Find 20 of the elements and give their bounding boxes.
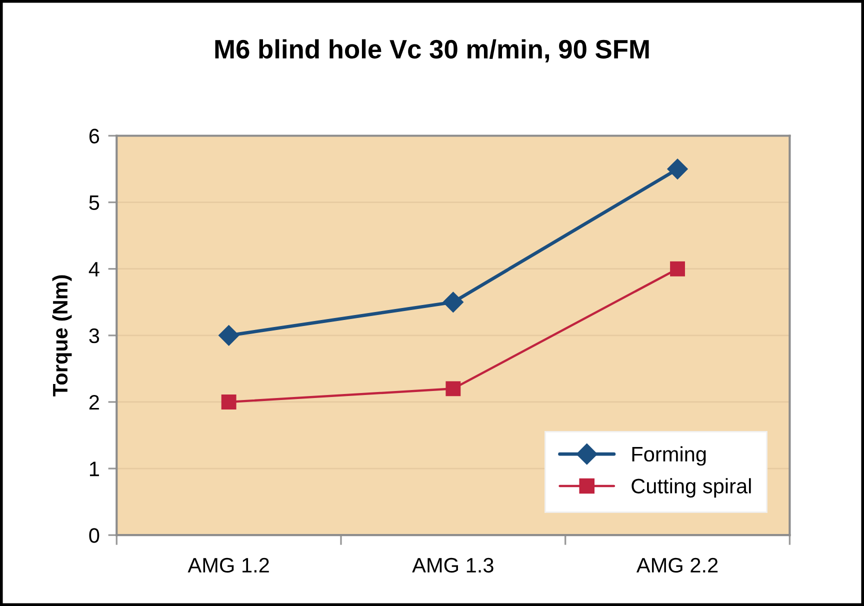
y-tick-label: 1 (90, 462, 99, 476)
x-tick-label: AMG 1.2 (188, 558, 269, 573)
y-tick-label: 0 (89, 528, 100, 543)
y-tick-label: 5 (89, 196, 100, 210)
y-tick-label: 3 (89, 328, 100, 344)
y-axis-title: Torque (Nm) (52, 275, 72, 396)
y-tick-label: 6 (89, 128, 100, 144)
point (667, 158, 688, 180)
x-tick-label: AMG 2.2 (636, 558, 718, 573)
point (670, 261, 685, 276)
legend-label: Cutting spiral (632, 478, 751, 498)
legend-label: Forming (632, 446, 706, 466)
point (218, 325, 240, 346)
point (446, 381, 461, 396)
x-tick-label: AMG 1.3 (412, 558, 494, 573)
point (221, 394, 236, 410)
chart-title: M6 blind hole Vc 30 m/min, 90 SFM (215, 39, 649, 62)
y-tick-label: 4 (88, 262, 100, 276)
y-tick-label: 2 (89, 394, 99, 410)
point (442, 292, 464, 312)
